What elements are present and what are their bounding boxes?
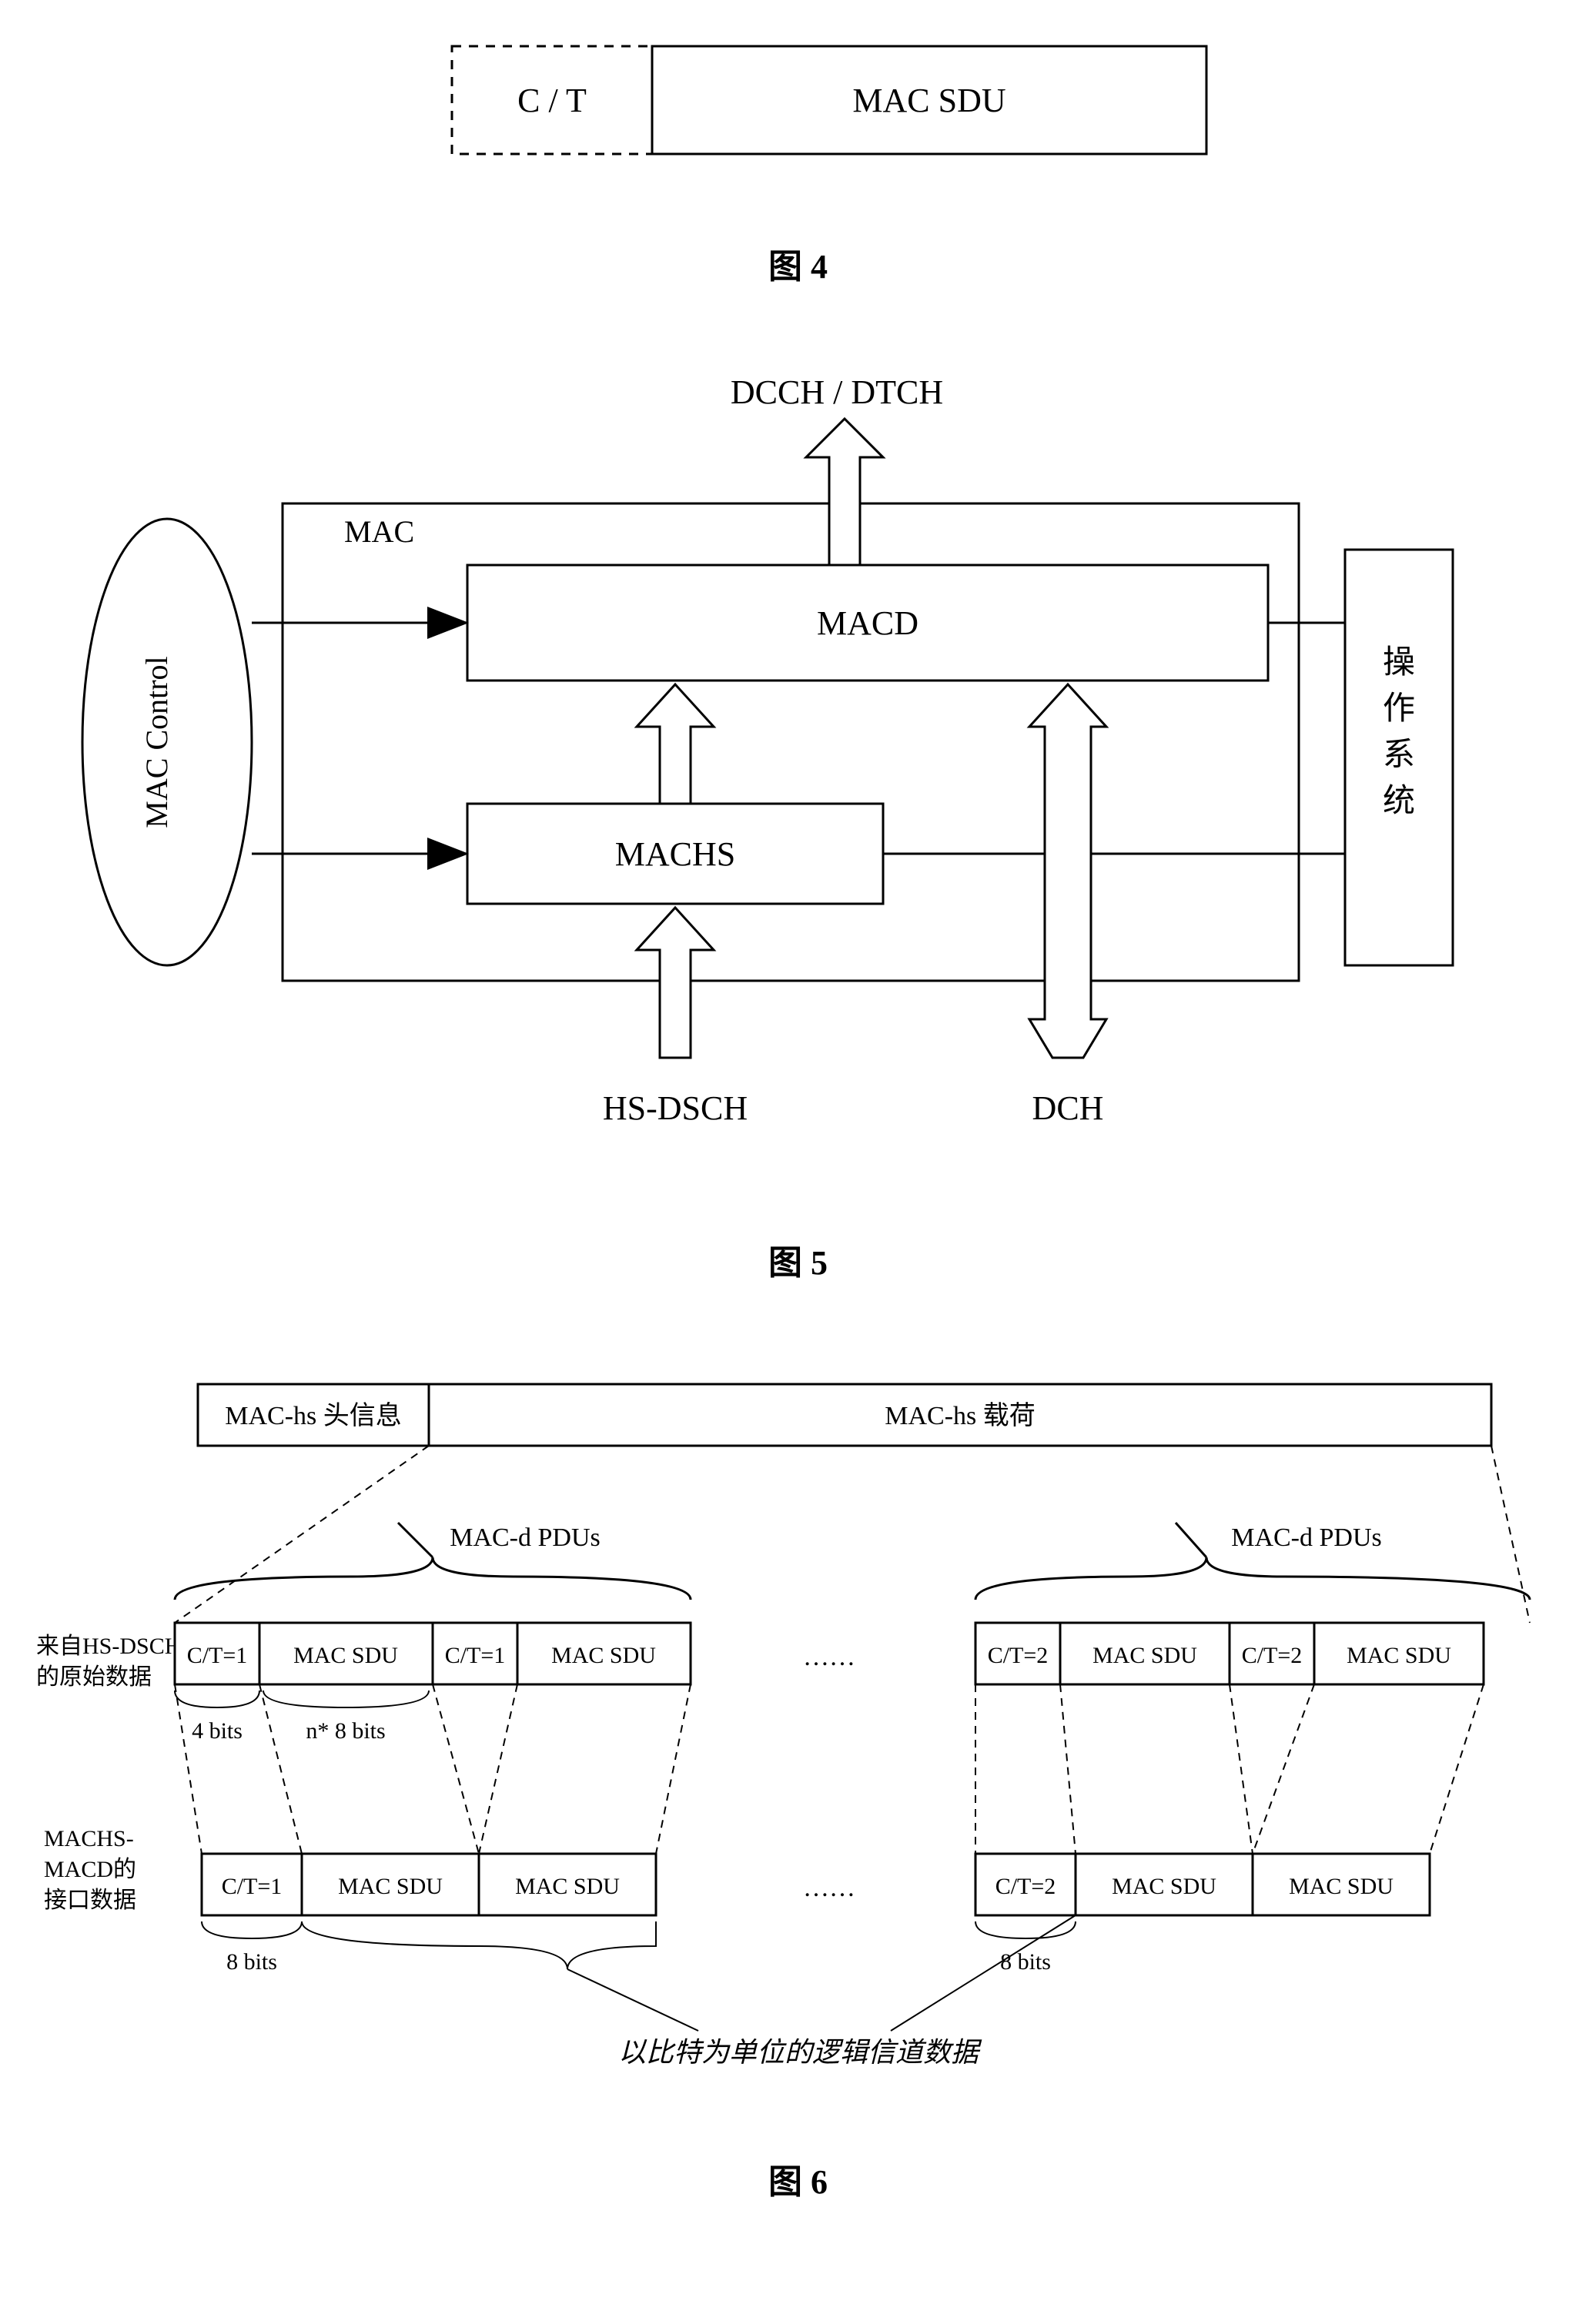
- fig4-caption: 图 4: [259, 239, 1337, 288]
- r2c4: MAC SDU: [551, 1643, 656, 1668]
- hollow-double-arrow-dch: [1029, 684, 1106, 1058]
- brace-right-stem: [1176, 1523, 1206, 1557]
- bits8-r: 8 bits: [1000, 1949, 1051, 1975]
- hollow-arrow-machs-macd: [637, 684, 714, 804]
- mac-label: MAC: [344, 514, 414, 549]
- row2-lbl-1: 来自HS-DSCH: [36, 1634, 181, 1659]
- d-l3: [433, 1684, 479, 1854]
- fig6-svg: MAC-hs 头信息 MAC-hs 载荷 MAC-d PDUs MAC-d PD…: [28, 1361, 1568, 2131]
- pdus-right: MAC-d PDUs: [1231, 1523, 1382, 1552]
- ct-text: C / T: [517, 82, 587, 119]
- r2r3: C/T=2: [1241, 1643, 1302, 1668]
- d-l4: [479, 1684, 517, 1854]
- fig5-svg: DCCH / DTCH MAC MACD MACHS MAC Control 操…: [67, 365, 1530, 1212]
- hollow-arrow-up-top: [806, 419, 883, 565]
- ub-4bits: [175, 1691, 259, 1707]
- row3-lbl-2: MACD的: [44, 1857, 136, 1882]
- brace-right: [975, 1557, 1530, 1600]
- macd-label: MACD: [816, 604, 918, 642]
- r2c3: C/T=1: [444, 1643, 505, 1668]
- d-l1: [175, 1684, 202, 1854]
- brace-left-stem: [398, 1523, 433, 1557]
- r3c1: C/T=1: [221, 1874, 282, 1899]
- row3-right-group: C/T=2 MAC SDU MAC SDU: [975, 1854, 1430, 1915]
- row3-lbl-3: 接口数据: [44, 1888, 136, 1913]
- figure-6: MAC-hs 头信息 MAC-hs 载荷 MAC-d PDUs MAC-d PD…: [28, 1361, 1568, 2203]
- d-r2: [1060, 1684, 1076, 1854]
- dash-1: [175, 1446, 429, 1623]
- os-text-2: 作: [1382, 691, 1414, 727]
- r2c1: C/T=1: [186, 1643, 247, 1668]
- fig5-caption: 图 5: [67, 1235, 1530, 1284]
- d-r3: [1230, 1684, 1253, 1854]
- dash-2: [1491, 1446, 1530, 1623]
- row3-lbl-1: MACHS-: [44, 1826, 134, 1851]
- row2-lbl-2: 的原始数据: [36, 1664, 152, 1690]
- figure-5: DCCH / DTCH MAC MACD MACHS MAC Control 操…: [67, 365, 1530, 1284]
- d-r5: [1430, 1684, 1484, 1854]
- row2-left-group: C/T=1 MAC SDU C/T=1 MAC SDU: [175, 1623, 691, 1684]
- fig4-svg: C / T MAC SDU: [259, 31, 1337, 216]
- figure-4: C / T MAC SDU 图 4: [259, 31, 1337, 288]
- r3c3: MAC SDU: [515, 1874, 620, 1899]
- bitsn8: n* 8 bits: [306, 1718, 385, 1744]
- os-text-1: 操: [1382, 645, 1414, 681]
- dots-row3: ……: [803, 1874, 855, 1902]
- r3c2: MAC SDU: [338, 1874, 443, 1899]
- r2c2: MAC SDU: [293, 1643, 398, 1668]
- bottom-italic: 以比特为单位的逻辑信道数据: [617, 2037, 982, 2068]
- pdus-left: MAC-d PDUs: [450, 1523, 601, 1552]
- d-l2: [259, 1684, 302, 1854]
- hdr-right-text: MAC-hs 载荷: [885, 1401, 1036, 1430]
- hdr-left-text: MAC-hs 头信息: [225, 1401, 402, 1430]
- r2r4: MAC SDU: [1347, 1643, 1451, 1668]
- ub-8bits-l: [202, 1921, 302, 1938]
- r2r2: MAC SDU: [1092, 1643, 1197, 1668]
- dots-row2: ……: [803, 1643, 855, 1671]
- fig6-caption: 图 6: [28, 2154, 1568, 2203]
- d-l5: [656, 1684, 691, 1854]
- hollow-arrow-hsdsch: [637, 908, 714, 1058]
- machs-label: MACHS: [614, 835, 735, 873]
- r3r3: MAC SDU: [1289, 1874, 1394, 1899]
- hsdsch-label: HS-DSCH: [602, 1089, 747, 1127]
- os-text-4: 统: [1382, 784, 1414, 819]
- top-label: DCCH / DTCH: [730, 373, 942, 411]
- ub-n8bits: [263, 1691, 429, 1707]
- r2r1: C/T=2: [987, 1643, 1048, 1668]
- dch-label: DCH: [1032, 1089, 1103, 1127]
- ub-sdus-l: [302, 1921, 656, 1969]
- row3-left-group: C/T=1 MAC SDU MAC SDU: [202, 1854, 656, 1915]
- brace-left: [175, 1557, 691, 1600]
- bits4: 4 bits: [192, 1718, 243, 1744]
- r3r1: C/T=2: [995, 1874, 1056, 1899]
- d-r4: [1253, 1684, 1314, 1854]
- os-text-3: 系: [1382, 737, 1414, 773]
- bits8-l: 8 bits: [226, 1949, 277, 1975]
- slant-l: [567, 1969, 698, 2031]
- r3r2: MAC SDU: [1112, 1874, 1216, 1899]
- mac-control-text: MAC Control: [139, 656, 174, 828]
- sdu-text: MAC SDU: [852, 82, 1005, 119]
- row2-right-group: C/T=2 MAC SDU C/T=2 MAC SDU: [975, 1623, 1484, 1684]
